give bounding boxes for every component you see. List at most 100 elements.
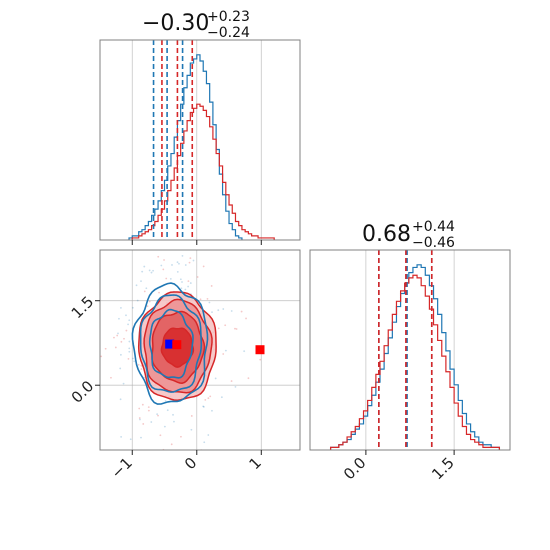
bl-sample-point <box>136 299 139 302</box>
bl-sample-point <box>211 409 213 412</box>
bl-sample-point <box>128 319 131 322</box>
bl-sample-point <box>214 377 217 380</box>
bl-sample-point <box>147 406 150 409</box>
bl-sample-point <box>100 355 103 358</box>
bl-sample-point <box>230 380 233 382</box>
bl-sample-point <box>166 409 169 412</box>
tl-histogram-steps <box>128 54 275 240</box>
bl-sample-point <box>110 376 112 379</box>
bl-sample-point <box>209 395 212 398</box>
bl-sample-point <box>133 360 136 363</box>
tl-gridlines <box>131 40 262 240</box>
bl-sample-point <box>208 301 211 304</box>
bl-sample-point <box>187 285 190 288</box>
bl-sample-point <box>140 436 142 439</box>
bl-sample-point <box>208 503 210 505</box>
bl-sample-point <box>122 382 125 385</box>
bl-sample-point <box>189 282 192 284</box>
bl-sample-point <box>145 287 148 290</box>
bl-sample-point <box>162 268 165 271</box>
br-quantile-lines <box>378 250 433 450</box>
bl-sample-point <box>184 264 187 266</box>
bl-sample-point <box>180 435 182 438</box>
bl-blue-contour-line-3 <box>131 282 209 405</box>
bl-markers <box>165 339 265 355</box>
br-histogram-steps <box>329 264 501 450</box>
bl-sample-point <box>140 280 142 283</box>
bl-red-contour-line-2 <box>143 298 213 394</box>
bl-xtick-label-1: 0 <box>181 454 200 473</box>
bl-sample-point <box>141 403 144 406</box>
bl-sample-point <box>158 291 160 294</box>
bl-sample-point <box>176 261 179 264</box>
bl-sample-point <box>171 234 173 236</box>
bl-sample-point <box>188 241 190 243</box>
br-xtick-label-0: 0.0 <box>340 454 370 484</box>
bl-sample-point <box>128 350 131 353</box>
bl-sample-point <box>217 327 220 330</box>
bl-sample-point <box>120 340 123 343</box>
bl-sample-point <box>171 264 173 266</box>
bl-sample-point <box>119 398 122 401</box>
bl-sample-point <box>104 347 107 350</box>
br-title-sub: −0.46 <box>412 235 455 251</box>
tl-quantile-lines <box>152 40 194 240</box>
bl-sample-point <box>206 297 209 300</box>
bl-sample-point <box>120 306 122 309</box>
bl-sample-point <box>163 259 165 261</box>
bl-sample-point <box>157 414 159 417</box>
bl-sample-point <box>259 358 262 361</box>
bl-sample-point <box>113 336 115 339</box>
bl-sample-point <box>220 396 223 399</box>
panel-top-left-histogram: −0.30 +0.23 −0.24 <box>99 9 301 245</box>
bl-sample-point <box>222 353 225 355</box>
bl-xtick-label-2: 1 <box>245 454 264 473</box>
bl-sample-point <box>217 309 220 312</box>
bl-marker-1 <box>172 340 182 350</box>
bl-sample-point <box>234 385 237 388</box>
tl-hist-series-0 <box>128 54 243 240</box>
bl-sample-point <box>196 276 199 278</box>
panel-bottom-right-histogram: 0.0 1.5 0.68 +0.44 −0.46 <box>309 219 511 484</box>
bl-sample-point <box>125 314 127 317</box>
bl-sample-point <box>230 310 233 312</box>
bl-sample-point <box>119 367 122 370</box>
br-tick-labels: 0.0 1.5 <box>340 454 458 484</box>
bl-ytick-label-1: 1.5 <box>68 293 98 323</box>
bl-sample-point <box>165 277 168 280</box>
bl-sample-point <box>180 287 183 290</box>
bl-sample-point <box>152 269 154 272</box>
bl-sample-point <box>173 420 175 423</box>
bl-sample-point <box>139 418 141 421</box>
br-title-sup: +0.44 <box>412 219 455 235</box>
bl-sample-point <box>119 353 122 356</box>
bl-sample-point <box>204 398 207 401</box>
bl-sample-point <box>163 425 166 428</box>
bl-blue-contour-line-2 <box>139 294 203 393</box>
bl-sample-point <box>233 458 235 460</box>
bl-sample-point <box>245 317 247 320</box>
bl-sample-point <box>179 278 182 281</box>
bl-sample-point <box>188 261 191 264</box>
bl-sample-point <box>207 434 210 436</box>
bl-sample-point <box>247 377 250 380</box>
bl-sample-point <box>116 334 119 337</box>
panel-bottom-left-contour: −1 0 1 0.0 1.5 <box>68 234 301 505</box>
bl-sample-point <box>160 264 163 267</box>
bl-sample-point <box>148 269 151 272</box>
tl-axes-frame <box>99 39 301 241</box>
bl-marker-0 <box>165 339 175 349</box>
br-axes-frame <box>309 249 511 451</box>
bl-sample-point <box>203 441 206 444</box>
bl-sample-point <box>164 400 167 402</box>
bl-sample-point <box>146 305 149 308</box>
bl-sample-point <box>207 397 210 400</box>
bl-sample-point <box>190 415 193 417</box>
tl-hist-series-1 <box>131 103 275 240</box>
bl-sample-point <box>142 423 145 425</box>
bl-sample-point <box>184 288 187 291</box>
bl-sample-point <box>159 434 162 437</box>
bl-sample-point <box>170 443 173 446</box>
bl-marker-2 <box>255 345 265 355</box>
